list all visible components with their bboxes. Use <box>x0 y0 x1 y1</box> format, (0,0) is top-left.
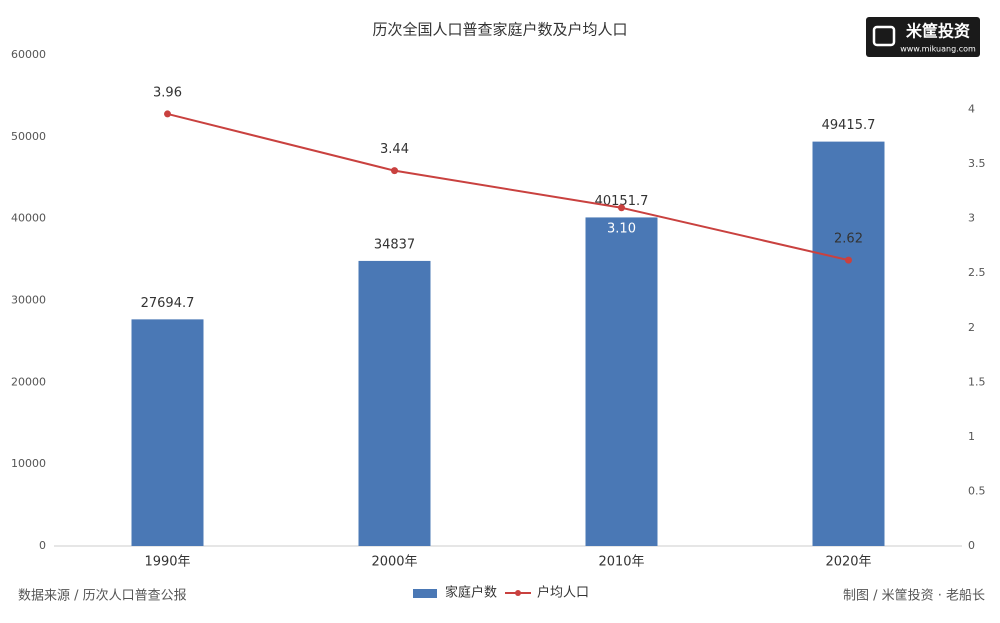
bar <box>358 260 431 546</box>
y-tick-label: 0 <box>39 539 46 552</box>
y2-tick-label: 0.5 <box>968 484 986 497</box>
logo-url: www.mikuang.com <box>900 45 976 54</box>
chart-title: 历次全国人口普查家庭户数及户均人口 <box>372 21 627 39</box>
bar <box>131 319 204 546</box>
line-value-label: 3.96 <box>153 85 182 100</box>
y2-tick-label: 3 <box>968 212 975 225</box>
x-tick-label: 1990年 <box>144 555 190 570</box>
logo-name: 米筐投资 <box>906 22 970 41</box>
logo-box <box>866 17 980 57</box>
legend-swatch <box>413 589 437 598</box>
x-tick-label: 2010年 <box>598 555 644 570</box>
x-tick-label: 2020年 <box>825 555 871 570</box>
y-tick-label: 30000 <box>11 294 46 307</box>
line-point <box>618 204 625 212</box>
y2-tick-label: 2.5 <box>968 266 986 279</box>
y-tick-label: 60000 <box>11 48 46 61</box>
bar-value-label: 27694.7 <box>141 296 195 311</box>
y2-tick-label: 1.5 <box>968 375 986 388</box>
bar <box>585 217 658 546</box>
line-point <box>845 256 852 264</box>
bar <box>812 141 885 546</box>
line-value-label: 3.44 <box>380 142 409 157</box>
line-point <box>391 167 398 175</box>
y-tick-label: 10000 <box>11 457 46 470</box>
y-tick-label: 50000 <box>11 130 46 143</box>
bar-value-label: 49415.7 <box>822 118 876 133</box>
y2-tick-label: 4 <box>968 103 975 116</box>
line-point <box>164 110 171 118</box>
legend-label: 家庭户数 <box>445 585 497 601</box>
y-tick-label: 40000 <box>11 212 46 225</box>
line-value-label: 3.10 <box>607 221 636 236</box>
y2-tick-label: 3.5 <box>968 157 986 170</box>
logo: 米筐投资 www.mikuang.com <box>866 17 980 57</box>
y2-tick-label: 1 <box>968 430 975 443</box>
logo-icon <box>872 25 896 47</box>
credit-note: 制图 / 米筐投资 · 老船长 <box>843 588 985 604</box>
legend-swatch-dot <box>515 590 521 596</box>
y-tick-label: 20000 <box>11 375 46 388</box>
x-tick-label: 2000年 <box>371 555 417 570</box>
bar-value-label: 34837 <box>374 237 415 252</box>
source-note: 数据来源 / 历次人口普查公报 <box>18 588 187 604</box>
legend-label: 户均人口 <box>537 585 589 601</box>
y2-tick-label: 0 <box>968 539 975 552</box>
y2-tick-label: 2 <box>968 321 975 334</box>
line <box>167 112 849 262</box>
line-value-label: 2.62 <box>834 232 863 247</box>
